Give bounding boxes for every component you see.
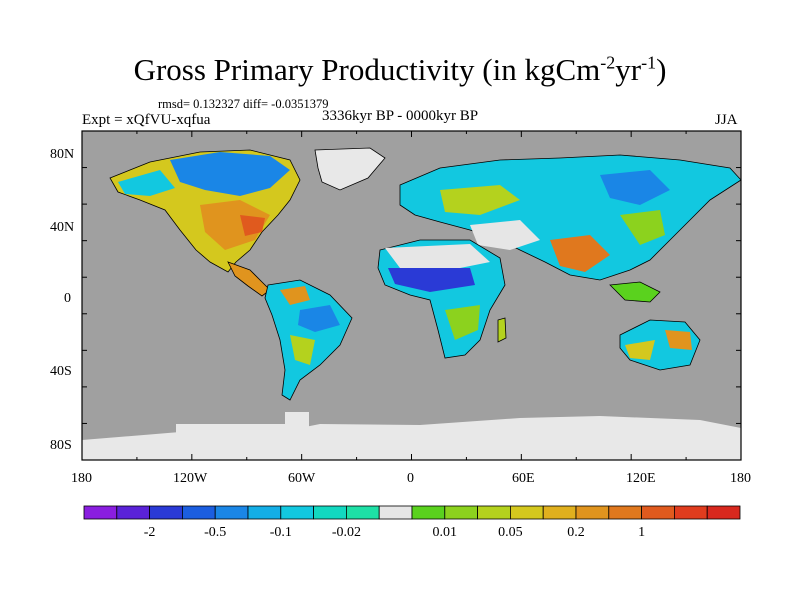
colorbar-swatch: [83, 505, 118, 520]
colorbar-labels: -2 -0.5 -0.1 -0.02 0.01 0.05 0.2 1: [144, 525, 645, 540]
colorbar-swatch: [116, 505, 151, 520]
colorbar-label: 0.2: [567, 525, 585, 540]
colorbar-swatch: [575, 505, 610, 520]
lon-label-120w: 120W: [173, 471, 208, 486]
lon-label-60w: 60W: [288, 471, 316, 486]
colorbar-swatch: [411, 505, 446, 520]
season-label: JJA: [715, 112, 738, 128]
na-north-cyan: [118, 170, 175, 196]
sa-yellow: [290, 335, 315, 365]
colorbar-swatch: [706, 505, 741, 520]
lon-label-120e: 120E: [626, 471, 656, 486]
colorbar-label: 0.01: [433, 525, 458, 540]
na-north-blue: [170, 152, 290, 196]
colorbar-swatch: [608, 505, 642, 520]
colorbar: [83, 505, 741, 520]
lat-label-80n: 80N: [50, 147, 74, 162]
eurasia-white: [470, 220, 540, 250]
colorbar-swatch: [214, 505, 249, 520]
colorbar-label: 1: [638, 525, 645, 540]
africa-sahara: [385, 244, 490, 268]
colorbar-swatch: [345, 505, 380, 520]
colorbar-swatch: [509, 505, 544, 520]
sa-blue: [298, 305, 340, 332]
africa-sahel-blue: [388, 268, 475, 292]
colorbar-label: -0.5: [204, 525, 226, 540]
colorbar-swatch: [444, 505, 478, 520]
colorbar-label: -2: [144, 525, 156, 540]
colorbar-swatch: [181, 505, 216, 520]
antarctica-block-2: [285, 412, 309, 428]
figure-title: Gross Primary Productivity (in kgCm-2yr-…: [133, 52, 667, 87]
experiment-label: Expt = xQfVU-xqfua: [82, 112, 211, 128]
lon-label-0: 0: [407, 471, 414, 486]
antarctica-ice: [82, 416, 741, 460]
lat-label-80s: 80S: [50, 438, 72, 453]
lon-label-180w: 180: [71, 471, 92, 486]
period-label: 3336kyr BP - 0000kyr BP: [322, 108, 479, 124]
greenland-ice: [314, 147, 386, 191]
se-asia-islands: [609, 281, 661, 303]
colorbar-swatch: [477, 505, 511, 520]
axis-ticks: [81, 130, 742, 461]
colorbar-swatch: [542, 505, 577, 520]
colorbar-swatch: [378, 505, 413, 520]
colorbar-swatch: [641, 505, 675, 520]
colorbar-swatch: [280, 505, 314, 520]
lat-label-40n: 40N: [50, 220, 74, 235]
australia-orange: [665, 330, 692, 350]
lon-label-180e: 180: [730, 471, 751, 486]
madagascar: [497, 317, 507, 343]
colorbar-swatch: [247, 505, 282, 520]
colorbar-label: 0.05: [498, 525, 523, 540]
asia-blue: [600, 170, 670, 205]
africa-green: [445, 305, 480, 340]
lat-label-0: 0: [64, 291, 71, 306]
colorbar-label: -0.1: [270, 525, 292, 540]
sa-green: [280, 286, 310, 305]
colorbar-swatch: [313, 505, 347, 520]
lon-label-60e: 60E: [512, 471, 535, 486]
asia-orange: [550, 235, 610, 272]
australia-yellow: [625, 340, 655, 360]
asia-green: [620, 210, 665, 245]
na-central-orange: [200, 200, 270, 250]
na-east-red: [240, 215, 265, 236]
eurasia-green: [440, 185, 520, 215]
colorbar-swatch: [674, 505, 708, 520]
stats-line: rmsd= 0.132327 diff= -0.0351379: [158, 97, 329, 111]
colorbar-label: -0.02: [332, 525, 361, 540]
antarctica-block: [176, 424, 306, 434]
colorbar-swatch: [149, 505, 183, 520]
lat-label-40s: 40S: [50, 364, 72, 379]
